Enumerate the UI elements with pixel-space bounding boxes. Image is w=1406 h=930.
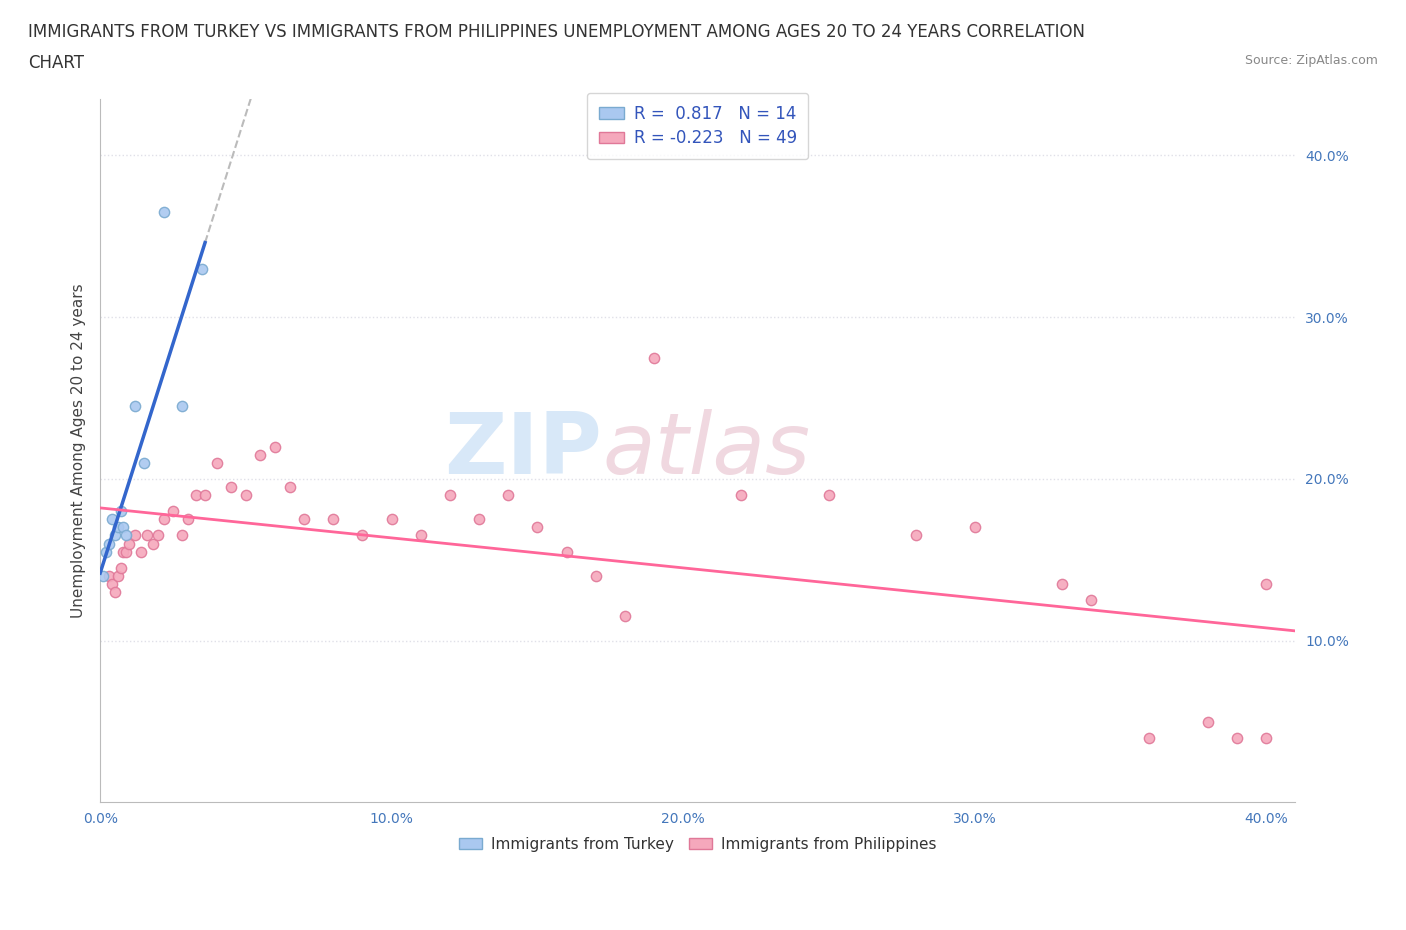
Point [153,205,176,219]
Point [170,528,193,543]
Point [1139,730,1161,745]
Point [905,528,928,543]
Point [221,480,243,495]
Point [205,456,228,471]
Point [101,512,124,526]
Point [101,577,124,591]
Point [135,528,157,543]
Point [278,480,301,495]
Text: ZIP: ZIP [444,409,602,492]
Point [110,504,132,519]
Point [1226,730,1249,745]
Text: IMMIGRANTS FROM TURKEY VS IMMIGRANTS FROM PHILIPPINES UNEMPLOYMENT AMONG AGES 20: IMMIGRANTS FROM TURKEY VS IMMIGRANTS FRO… [28,23,1085,41]
Text: CHART: CHART [28,54,84,72]
Point [235,487,257,502]
Point [118,536,141,551]
Point [115,544,138,559]
Point [186,487,208,502]
Point [264,439,287,454]
Point [107,520,129,535]
Point [585,568,607,583]
Point [496,487,519,502]
Point [1197,714,1219,729]
Point [104,585,127,600]
Point [468,512,491,526]
Point [148,528,170,543]
Point [142,536,165,551]
Point [162,504,184,519]
Point [1254,730,1277,745]
Point [129,544,152,559]
Point [730,487,752,502]
Point [194,487,217,502]
Point [352,528,374,543]
Legend: Immigrants from Turkey, Immigrants from Philippines: Immigrants from Turkey, Immigrants from … [453,830,942,858]
Y-axis label: Unemployment Among Ages 20 to 24 years: Unemployment Among Ages 20 to 24 years [72,284,86,618]
Point [963,520,986,535]
Point [112,544,135,559]
Text: Source: ZipAtlas.com: Source: ZipAtlas.com [1244,54,1378,67]
Text: atlas: atlas [602,409,810,492]
Point [115,528,138,543]
Point [249,447,271,462]
Point [439,487,461,502]
Point [555,544,578,559]
Point [643,350,665,365]
Point [124,399,146,414]
Point [97,568,120,583]
Point [112,520,135,535]
Point [124,528,146,543]
Point [110,561,132,576]
Point [1080,592,1102,607]
Point [170,399,193,414]
Point [1050,577,1073,591]
Point [107,568,129,583]
Point [176,512,198,526]
Point [1254,577,1277,591]
Point [132,456,155,471]
Point [292,512,315,526]
Point [409,528,432,543]
Point [191,261,214,276]
Point [104,528,127,543]
Point [153,512,176,526]
Point [381,512,404,526]
Point [97,536,120,551]
Point [94,544,117,559]
Point [322,512,344,526]
Point [818,487,841,502]
Point [613,609,636,624]
Point [91,568,114,583]
Point [526,520,548,535]
